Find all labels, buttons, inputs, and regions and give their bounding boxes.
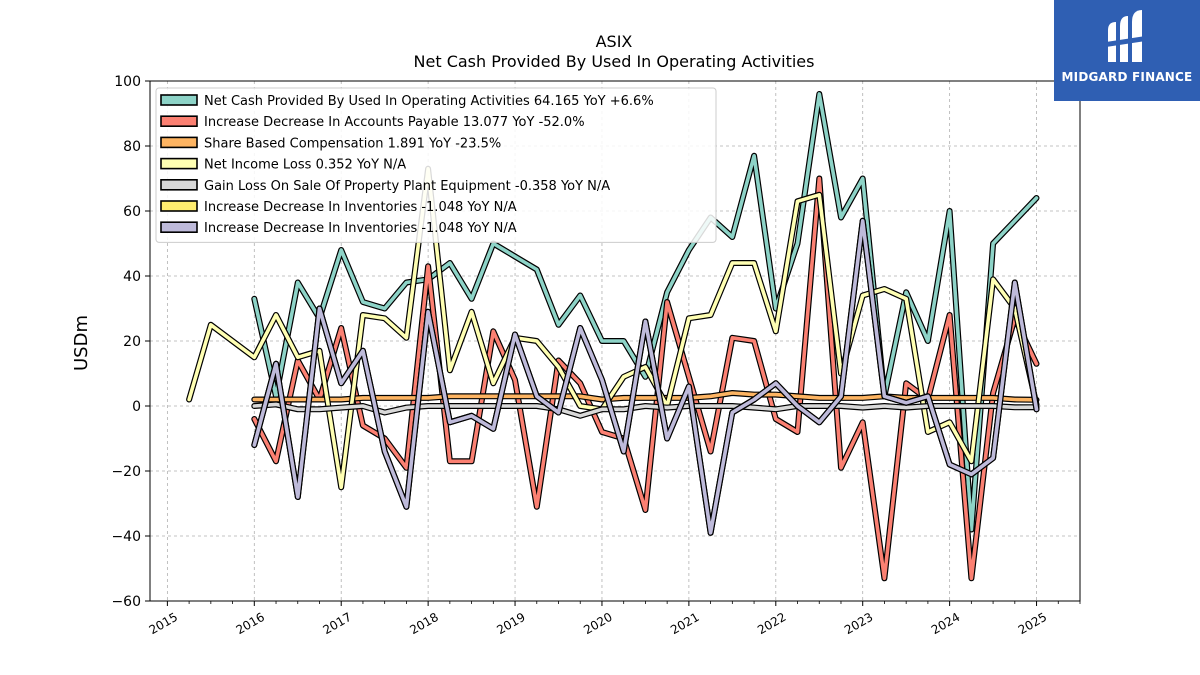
brand-logo: MIDGARD FINANCE	[1054, 0, 1200, 101]
legend-label-4: Gain Loss On Sale Of Property Plant Equi…	[204, 179, 610, 194]
chart-title: ASIX	[596, 32, 633, 51]
legend-swatch-6	[160, 221, 198, 233]
legend-swatch-0	[160, 94, 198, 106]
legend-box	[155, 87, 717, 243]
series-line-3	[187, 167, 1039, 490]
legend-label-0: Net Cash Provided By Used In Operating A…	[204, 94, 654, 109]
legend-swatch-2	[160, 136, 198, 149]
legend-label-5: Increase Decrease In Inventories -1.048 …	[204, 200, 517, 215]
series-line-4	[252, 402, 1039, 418]
legend-label-1: Increase Decrease In Accounts Payable 13…	[204, 115, 585, 130]
x-tick-label-10: 2025	[1016, 610, 1049, 637]
y-tick-label-8: 100	[114, 74, 141, 90]
y-tick-label-0: −60	[111, 594, 141, 610]
x-tick-label-6: 2021	[668, 610, 701, 637]
y-tick-label-7: 80	[123, 139, 141, 155]
series-line-6	[252, 219, 1039, 535]
x-tick-label-2: 2017	[320, 610, 353, 637]
legend-swatch-5	[160, 200, 198, 212]
y-tick-label-2: −20	[111, 464, 141, 480]
midgard-logo-icon	[1106, 10, 1146, 62]
y-tick-label-6: 60	[123, 204, 141, 220]
series-layer	[186, 91, 1040, 582]
y-tick-label-4: 20	[123, 334, 141, 350]
y-axis-label: USDm	[71, 315, 92, 371]
x-tick-label-8: 2023	[842, 610, 875, 637]
x-tick-label-5: 2020	[581, 610, 614, 637]
plot-frame	[149, 80, 1081, 602]
x-tick-label-7: 2022	[755, 610, 788, 637]
y-tick-label-3: 0	[132, 399, 141, 415]
x-tick-label-4: 2019	[494, 610, 527, 637]
legend-label-6: Increase Decrease In Inventories -1.048 …	[204, 221, 517, 236]
y-tick-label-5: 40	[123, 269, 141, 285]
series-line-0	[252, 92, 1039, 532]
legend-label-3: Net Income Loss 0.352 YoY N/A	[204, 158, 406, 173]
series-line-2	[252, 391, 1039, 402]
legend-swatch-1	[160, 115, 198, 127]
chart-subtitle: Net Cash Provided By Used In Operating A…	[414, 52, 815, 71]
legend-label-2: Share Based Compensation 1.891 YoY -23.5…	[204, 136, 501, 151]
x-tick-label-3: 2018	[407, 610, 440, 637]
legend-swatch-3	[160, 157, 198, 170]
legend-swatch-4	[160, 179, 198, 191]
x-tick-label-1: 2016	[234, 610, 267, 637]
legend: Net Cash Provided By Used In Operating A…	[155, 87, 717, 243]
x-tick-label-9: 2024	[929, 610, 962, 637]
x-tick-label-0: 2015	[147, 610, 180, 637]
logo-text: MIDGARD FINANCE	[1061, 70, 1193, 84]
y-tick-label-1: −40	[111, 529, 141, 545]
